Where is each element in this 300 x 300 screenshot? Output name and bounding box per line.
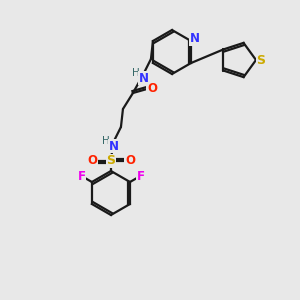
Text: S: S: [106, 154, 116, 167]
Text: N: N: [139, 71, 149, 85]
Text: H: H: [102, 136, 110, 146]
Text: O: O: [87, 154, 97, 167]
Text: F: F: [136, 169, 144, 182]
Text: F: F: [77, 169, 86, 182]
Text: N: N: [109, 140, 119, 152]
Text: H: H: [132, 68, 140, 78]
Text: O: O: [125, 154, 135, 167]
Text: S: S: [256, 53, 266, 67]
Text: N: N: [190, 32, 200, 46]
Text: O: O: [147, 82, 157, 95]
